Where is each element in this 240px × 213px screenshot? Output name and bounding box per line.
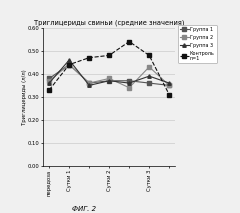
Line: Группа 3: Группа 3 xyxy=(48,58,171,87)
Группа 1 xyxy=(108,79,111,82)
Y-axis label: Триглицериды (л/л): Триглицериды (л/л) xyxy=(22,69,27,125)
Группа 1 xyxy=(168,84,171,87)
Группа 2 xyxy=(148,66,151,68)
Text: ФИГ. 2: ФИГ. 2 xyxy=(72,206,96,212)
Контроль
n=1 xyxy=(168,93,171,96)
Группа 3 xyxy=(68,59,71,61)
Группа 2 xyxy=(168,84,171,87)
Группа 2 xyxy=(68,63,71,66)
Группа 1 xyxy=(68,63,71,66)
Группа 1 xyxy=(128,79,131,82)
Legend: Группа 1, Группа 2, Группа 3, Контроль
n=1: Группа 1, Группа 2, Группа 3, Контроль n… xyxy=(178,25,217,63)
Контроль
n=1 xyxy=(88,56,91,59)
Контроль
n=1 xyxy=(68,63,71,66)
Контроль
n=1 xyxy=(148,54,151,57)
Line: Контроль
n=1: Контроль n=1 xyxy=(48,40,171,96)
Группа 3 xyxy=(148,75,151,77)
Line: Группа 1: Группа 1 xyxy=(48,63,171,87)
Группа 3 xyxy=(88,84,91,87)
Контроль
n=1 xyxy=(108,54,111,57)
Группа 2 xyxy=(48,79,51,82)
Группа 1 xyxy=(88,82,91,84)
Группа 3 xyxy=(108,79,111,82)
Группа 3 xyxy=(168,82,171,84)
Группа 1 xyxy=(48,77,51,80)
Контроль
n=1 xyxy=(128,40,131,43)
Группа 2 xyxy=(108,77,111,80)
Группа 1 xyxy=(148,82,151,84)
Группа 3 xyxy=(128,82,131,84)
Line: Группа 2: Группа 2 xyxy=(48,63,171,89)
Контроль
n=1 xyxy=(48,89,51,91)
Title: Триглицериды свиньи (средние значения): Триглицериды свиньи (средние значения) xyxy=(34,20,185,26)
Группа 2 xyxy=(128,86,131,89)
Группа 3 xyxy=(48,82,51,84)
Группа 2 xyxy=(88,82,91,84)
